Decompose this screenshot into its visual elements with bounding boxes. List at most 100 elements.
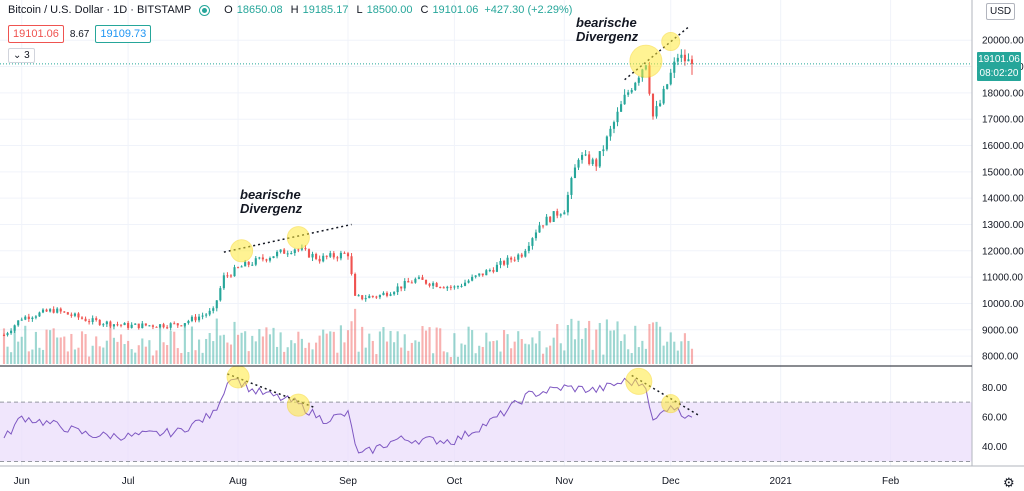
candle-body — [361, 295, 364, 300]
volume-bar — [59, 337, 62, 364]
volume-bar — [258, 329, 261, 364]
volume-bar — [556, 324, 559, 364]
volume-bar — [616, 321, 619, 364]
indicators-toggle-button[interactable]: ⌄ 3 — [8, 48, 35, 63]
bid-pill[interactable]: 19101.06 — [8, 25, 64, 43]
candle-body — [463, 282, 467, 286]
annotation-left[interactable]: bearische Divergenz — [240, 188, 302, 216]
candle-body — [212, 308, 215, 311]
candle-body — [63, 311, 66, 313]
volume-bar — [276, 346, 279, 364]
volume-bar — [73, 349, 76, 364]
candle-body — [424, 279, 428, 284]
volume-bar — [254, 341, 257, 364]
gear-icon[interactable]: ⚙ — [1003, 475, 1015, 490]
annotation-drawings[interactable] — [223, 26, 700, 417]
currency-button[interactable]: USD — [986, 3, 1016, 20]
volume-bar — [109, 322, 112, 364]
volume-bar — [119, 334, 123, 364]
annotation-right[interactable]: bearische Divergenz — [576, 16, 638, 44]
volume-bar — [237, 334, 240, 364]
candle-body — [605, 136, 608, 150]
candle-body — [144, 323, 147, 326]
volume-bar — [527, 344, 530, 364]
volume-bar — [180, 353, 183, 364]
candle-body — [549, 216, 552, 222]
candle-body — [648, 65, 651, 94]
ask-pill[interactable]: 19109.73 — [95, 25, 152, 43]
candle-body — [439, 286, 442, 288]
candle-body — [205, 314, 208, 316]
candle-body — [502, 260, 506, 265]
rsi-line — [3, 377, 693, 455]
candle-body — [581, 154, 584, 160]
candle-body — [197, 316, 201, 321]
candle-body — [119, 324, 123, 326]
volume-bar — [233, 321, 236, 364]
volume-bar — [194, 350, 197, 364]
candle-body — [385, 292, 389, 296]
candle-body — [300, 248, 303, 250]
candle-body — [556, 211, 559, 216]
volume-bar — [208, 333, 211, 364]
candle-body — [162, 324, 165, 328]
candle-body — [297, 249, 300, 251]
candle-body — [577, 159, 580, 168]
volume-bar — [155, 350, 158, 364]
candle-body — [31, 317, 34, 319]
candles[interactable] — [0, 49, 972, 337]
market-status-icon[interactable] — [199, 4, 211, 16]
candle-body — [630, 90, 633, 93]
candle-body — [73, 313, 76, 316]
volume-bar — [24, 325, 27, 364]
volume-bar — [10, 352, 13, 364]
volume-bar — [627, 349, 630, 364]
candle-body — [552, 211, 555, 222]
symbol-title[interactable]: Bitcoin / U.S. Dollar · 1D · BITSTAMP — [8, 4, 192, 16]
candle-body — [84, 318, 87, 322]
candle-body — [304, 248, 307, 250]
candle-body — [187, 320, 190, 324]
volume-bar — [166, 345, 169, 364]
candle-body — [534, 232, 538, 239]
volume-bar — [98, 346, 101, 364]
rsi-tick-label: 60.00 — [982, 413, 1007, 424]
volume-bar — [290, 340, 293, 364]
candle-body — [517, 254, 520, 260]
close-label: C — [420, 4, 429, 16]
candle-body — [77, 313, 80, 318]
volume-bar — [485, 332, 488, 364]
candle-body — [261, 257, 264, 260]
volume-bar — [315, 342, 318, 364]
volume-bar — [605, 319, 608, 364]
candle-body — [52, 309, 55, 313]
volume-bar — [453, 333, 456, 364]
highlight-circle — [661, 394, 681, 414]
chevron-down-icon: ⌄ — [13, 50, 22, 61]
volume-bar — [552, 337, 555, 364]
candle-body — [183, 323, 186, 326]
rsi-tick-label: 40.00 — [982, 442, 1007, 453]
volume-bar — [201, 352, 204, 364]
candle-body — [151, 325, 155, 327]
x-tick-label: 2021 — [770, 476, 793, 487]
candle-body — [237, 267, 240, 269]
volume-bar — [421, 326, 424, 364]
y-tick-label: 18000.00 — [982, 88, 1024, 99]
candle-body — [527, 245, 530, 251]
x-tick-label: Feb — [882, 476, 900, 487]
volume-bar — [137, 345, 140, 364]
volume-bar — [690, 348, 694, 364]
last-price-tag: 19101.06 — [977, 52, 1021, 67]
volume-bar — [669, 332, 672, 364]
candle-body — [215, 300, 218, 309]
y-tick-label: 8000.00 — [982, 352, 1019, 363]
volume-bar — [112, 337, 115, 364]
volume-bar — [325, 333, 328, 364]
candle-body — [506, 257, 509, 265]
volume-bar — [183, 324, 186, 364]
volume-bar — [513, 341, 516, 364]
highlight-circle — [625, 367, 653, 395]
volume-bar — [169, 330, 172, 364]
